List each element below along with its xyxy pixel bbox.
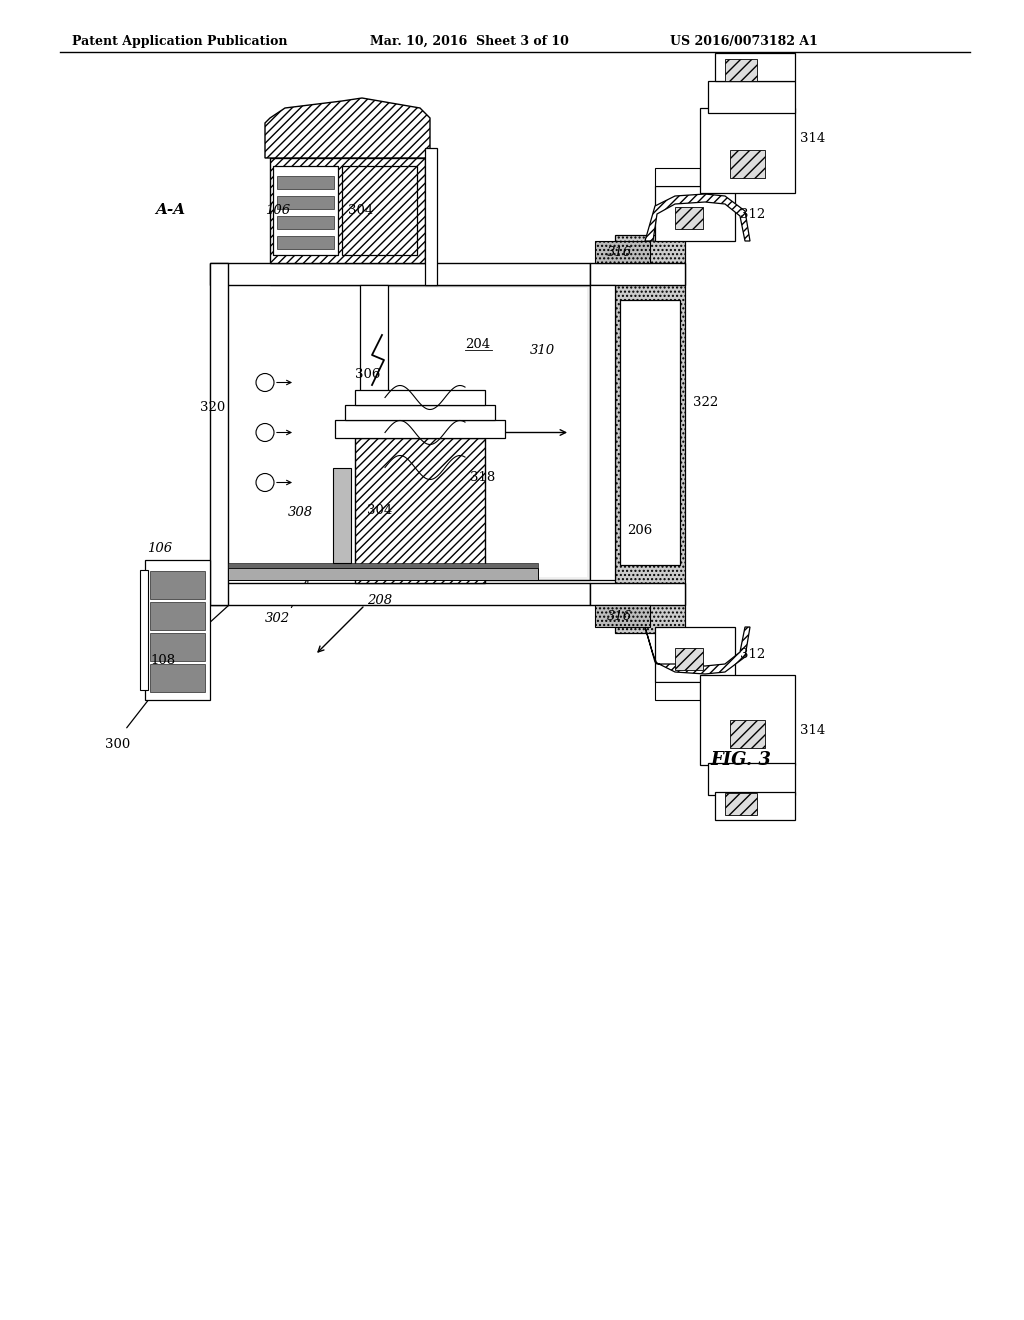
Text: A-A: A-A (155, 203, 185, 216)
Bar (270, 158, 425, 263)
Bar (145, 560, 210, 700)
Bar (210, 263, 590, 285)
Polygon shape (645, 627, 750, 675)
Text: 316: 316 (607, 246, 632, 259)
Text: 318: 318 (470, 471, 496, 484)
Bar (725, 793, 757, 814)
Bar (590, 263, 685, 285)
Text: 208: 208 (367, 594, 392, 606)
Bar (273, 166, 338, 255)
Bar (150, 634, 205, 661)
Bar (270, 275, 437, 285)
Bar (150, 572, 205, 599)
Text: 304: 304 (348, 205, 374, 218)
Bar (388, 288, 587, 577)
Bar (335, 420, 505, 438)
Text: 320: 320 (200, 401, 225, 414)
Bar (355, 438, 485, 583)
Text: Patent Application Publication: Patent Application Publication (72, 36, 288, 48)
Bar (140, 570, 148, 690)
Bar (355, 389, 485, 405)
Bar (278, 236, 334, 249)
Bar (150, 602, 205, 630)
Text: Mar. 10, 2016  Sheet 3 of 10: Mar. 10, 2016 Sheet 3 of 10 (370, 36, 569, 48)
Bar (700, 675, 795, 766)
Text: 300: 300 (105, 738, 130, 751)
Bar (210, 263, 228, 605)
Bar (210, 583, 590, 605)
Bar (345, 405, 495, 420)
Bar (360, 285, 388, 579)
Text: 308: 308 (288, 507, 313, 520)
Text: US 2016/0073182 A1: US 2016/0073182 A1 (670, 36, 818, 48)
Bar (730, 719, 765, 748)
Text: 306: 306 (355, 368, 380, 381)
Bar (590, 285, 615, 579)
Bar (708, 81, 795, 114)
Text: 204: 204 (465, 338, 490, 351)
Bar (150, 664, 205, 692)
Bar (333, 469, 351, 564)
Bar (620, 300, 680, 565)
Text: 304: 304 (367, 504, 392, 517)
Bar (730, 150, 765, 178)
Text: 106: 106 (265, 205, 290, 218)
Text: 206: 206 (627, 524, 652, 536)
Bar (278, 195, 334, 209)
Bar (708, 763, 795, 795)
Bar (655, 627, 735, 682)
Text: FIG. 3: FIG. 3 (710, 751, 771, 770)
Text: 106: 106 (147, 541, 172, 554)
Bar (655, 186, 735, 242)
Polygon shape (265, 98, 430, 158)
Text: 312: 312 (740, 648, 765, 660)
Bar (725, 59, 757, 81)
Bar (675, 648, 703, 671)
Bar (675, 207, 703, 228)
Bar (655, 168, 700, 186)
Bar (655, 682, 700, 700)
Text: 302: 302 (265, 611, 290, 624)
Bar (700, 108, 795, 193)
Bar (615, 235, 685, 634)
Bar (228, 568, 538, 579)
Bar (425, 148, 437, 285)
Text: 316: 316 (607, 610, 632, 623)
Text: 312: 312 (740, 207, 765, 220)
Bar (590, 583, 685, 605)
Text: 310: 310 (530, 343, 555, 356)
Text: 108: 108 (150, 653, 175, 667)
Text: 314: 314 (800, 723, 825, 737)
Text: 322: 322 (693, 396, 718, 409)
Bar (228, 564, 538, 568)
Bar (278, 176, 334, 189)
Bar (715, 53, 795, 81)
Text: 314: 314 (800, 132, 825, 144)
Bar (278, 216, 334, 228)
Bar (385, 285, 590, 579)
Bar (595, 605, 650, 627)
Polygon shape (645, 194, 750, 242)
Bar (595, 242, 650, 263)
Bar (342, 166, 417, 255)
Bar (715, 792, 795, 820)
